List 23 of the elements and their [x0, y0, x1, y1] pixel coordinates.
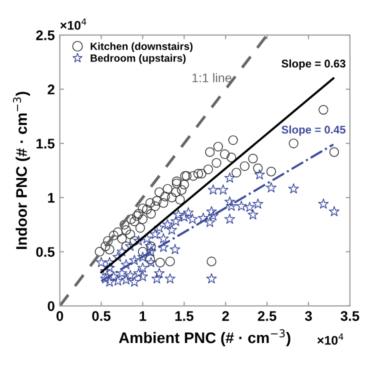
- x-tick-label: 2: [222, 311, 229, 321]
- x-tick-label: 0.5: [92, 311, 111, 321]
- x-tick-label: 2.5: [258, 311, 276, 321]
- y-tick-label: 2: [48, 84, 54, 94]
- series-label: Slope = 0.63: [282, 59, 346, 70]
- x-axis-title: Ambient PNC (# · cm$^{−3}$): [118, 329, 290, 346]
- text: ×10$^{4}$: [317, 334, 344, 345]
- y-tick-label: 1: [48, 193, 55, 203]
- y-tick-label: 2.5: [36, 30, 55, 40]
- y-axis-title: Indoor PNC (# · cm$^{−3}$): [12, 92, 30, 249]
- text: ×10$^{4}$: [60, 18, 86, 30]
- y-tick-label: 1.5: [36, 138, 55, 149]
- x-tick-label: 3.5: [340, 311, 360, 321]
- y-tick-label: 0: [48, 301, 54, 312]
- legend-label: Bedroom (upstairs): [90, 54, 186, 64]
- y-tick-label: 0.5: [36, 247, 55, 257]
- x-tick-label: 0: [56, 311, 64, 321]
- x-tick-label: 1.5: [175, 311, 194, 321]
- x-tick-label: 1: [140, 311, 146, 321]
- x-tick-label: 3: [304, 311, 312, 321]
- series-label: Slope = 0.45: [282, 125, 346, 136]
- legend-label: Kitchen (downstairs): [90, 42, 193, 52]
- series-label: 1:1 line: [192, 73, 232, 82]
